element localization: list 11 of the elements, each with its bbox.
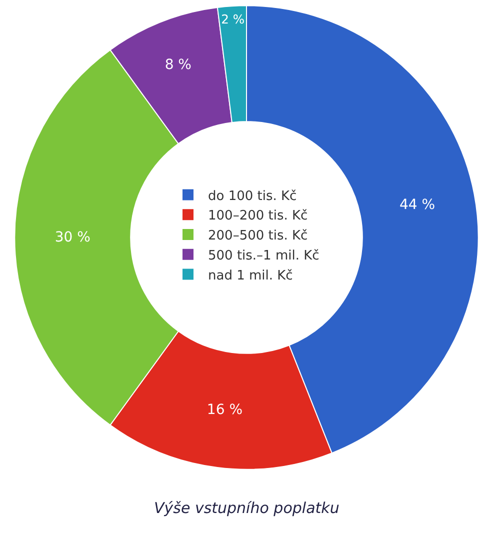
data-label: 2 % (221, 12, 245, 26)
data-label: 16 % (206, 402, 242, 418)
data-label: 44 % (400, 196, 436, 213)
legend-label: 500 tis.–1 mil. Kč (208, 248, 320, 264)
data-label: 8 % (164, 56, 192, 73)
legend-label: do 100 tis. Kč (208, 188, 297, 204)
text: Výše vstupního poplatku (154, 499, 340, 517)
legend-label: nad 1 mil. Kč (208, 268, 293, 284)
legend-label: 100–200 tis. Kč (208, 208, 308, 224)
data-label: 30 % (54, 229, 90, 246)
legend-label: 200–500 tis. Kč (208, 228, 308, 244)
